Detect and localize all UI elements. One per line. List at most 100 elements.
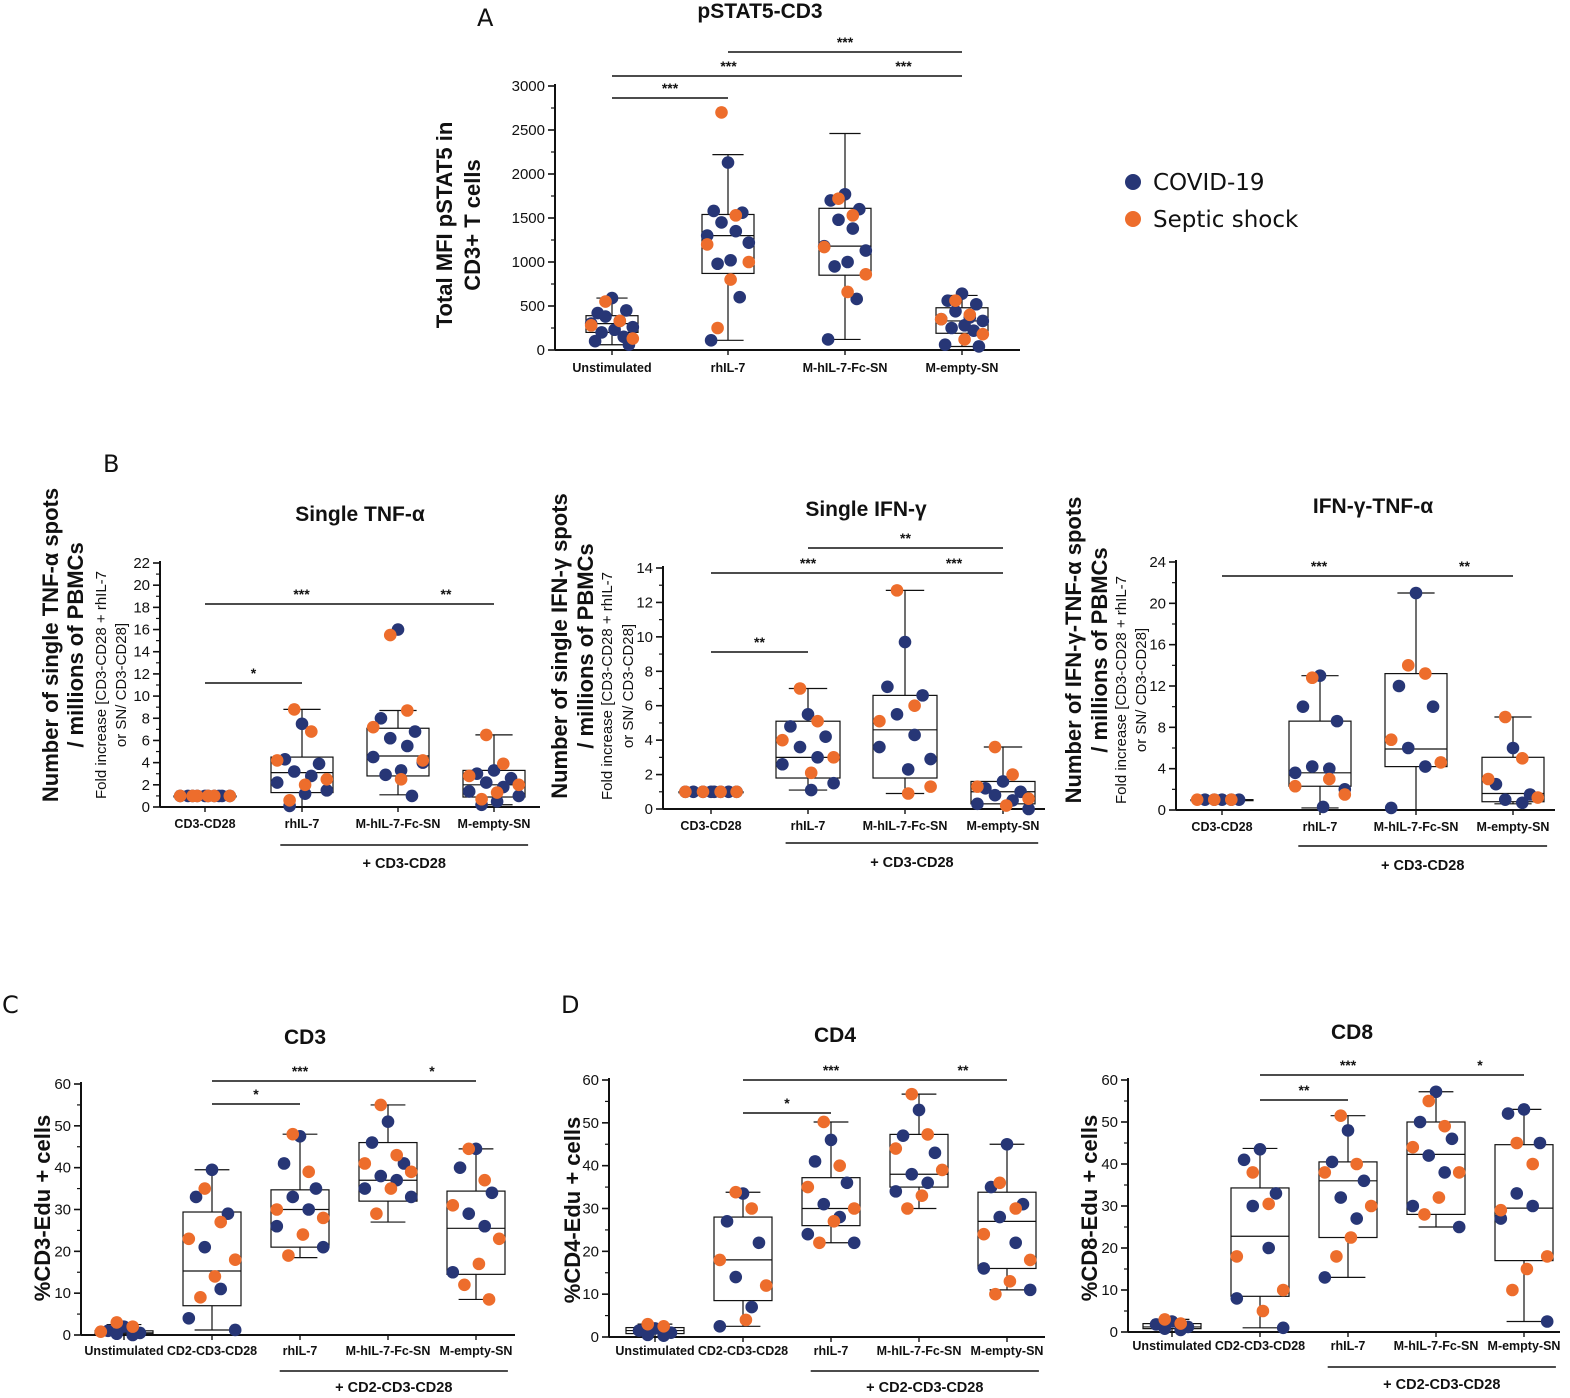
chart-c-covid-point (277, 1157, 291, 1170)
chart-c-covid-point (221, 1207, 235, 1220)
chart-b3-septic-point (1323, 772, 1336, 786)
box-iqr (1288, 720, 1352, 787)
chart-d1-septic-point (1009, 1202, 1022, 1215)
chart-a-covid-point (588, 334, 602, 348)
chart-b3-covid-point (1419, 760, 1432, 773)
chart-b3-ytick-label: 12 (1149, 678, 1166, 695)
chart-b1-ytick-label: 22 (133, 555, 150, 572)
chart-c-significance-label: * (429, 1063, 435, 1079)
chart-d2-septic-point (1262, 1197, 1275, 1211)
chart-d1-ytick-label: 50 (582, 1115, 599, 1132)
chart-d2-covid-point (1269, 1187, 1283, 1200)
chart-d1-covid-point (817, 1197, 831, 1211)
chart-b3-septic-point (1305, 671, 1319, 685)
chart-b1-septic-point (223, 789, 237, 803)
chart-b3-ylabel: / millions of PBMCs (1087, 547, 1112, 752)
chart-b1-covid-point (479, 776, 493, 789)
chart-a-covid-point (821, 333, 835, 346)
chart-b2-covid-point (873, 740, 886, 754)
chart-c-septic-point (282, 1249, 295, 1262)
chart-b1-covid-point (379, 768, 392, 782)
chart-c-septic-point (296, 1228, 310, 1241)
chart-b2-significance-label: ** (900, 530, 911, 546)
chart-b1-ylabel: Number of single TNF-α spots (38, 488, 63, 802)
chart-c-septic-point (214, 1215, 227, 1229)
chart-d2: CD8 0 10 20 30 40 50 60 %CD8-Edu + cells Unstimul… (1077, 1021, 1560, 1393)
chart-b1-septic-point (490, 786, 504, 799)
chart-d1-covid-point (641, 1328, 655, 1342)
chart-c-covid-point (110, 1327, 124, 1341)
chart-c-covid-point (198, 1240, 212, 1254)
chart-b2-ytick-label: 0 (645, 801, 653, 818)
chart-c-ytick-label: 60 (54, 1076, 71, 1093)
chart-b2-category-label: rhIL-7 (791, 819, 826, 833)
chart-b2-covid-point (901, 763, 915, 776)
chart-d1-covid-point (808, 1155, 822, 1168)
chart-a-box (818, 132, 872, 341)
chart-c-septic-point (478, 1173, 492, 1187)
chart-d1: CD4 0 10 20 30 40 50 60 %CD4-Edu + cells Unstimul… (560, 1024, 1045, 1396)
chart-c-group-label: + CD2-CD3-CD28 (335, 1380, 452, 1396)
chart-d2-covid-point (1276, 1321, 1290, 1335)
chart-b2-ytick-label: 4 (645, 732, 653, 749)
chart-d2-covid-point (1429, 1085, 1443, 1099)
chart-a-covid-point (846, 222, 860, 235)
chart-b3-septic-point (1384, 733, 1398, 747)
chart-d1-septic-point (901, 1202, 914, 1215)
chart-c-covid-point (374, 1169, 388, 1183)
chart-c-covid-point (365, 1136, 379, 1149)
chart-d2-covid-point (1445, 1132, 1459, 1146)
chart-d1-covid-point (928, 1146, 942, 1160)
chart-b1-septic-point (287, 703, 301, 716)
chart-d1-septic-point (713, 1253, 727, 1267)
chart-d2-septic-point (1452, 1166, 1466, 1179)
chart-a-covid-point (841, 255, 854, 269)
chart-d1-ytick-label: 10 (582, 1286, 599, 1303)
chart-a-septic-point (724, 273, 737, 286)
chart-d2-septic-point (1364, 1199, 1378, 1213)
chart-d2-septic-point (1330, 1250, 1343, 1263)
chart-d1-septic-point (759, 1279, 773, 1292)
chart-b2-covid-point (793, 740, 807, 754)
chart-d2-covid-point (1334, 1191, 1348, 1204)
chart-d1-septic-point (921, 1128, 934, 1141)
chart-d2-septic-point (1256, 1304, 1270, 1318)
chart-b1: Single TNF-α 0 2 4 6 8 10 12 14 16 18 20 22 Number of… (38, 488, 540, 872)
chart-b2-covid-point (908, 728, 921, 742)
chart-a-septic-point (846, 209, 860, 222)
chart-c-septic-point (110, 1316, 124, 1329)
chart-d1-title: CD4 (814, 1024, 856, 1047)
box-iqr (1494, 1144, 1554, 1262)
chart-d1-septic-point (641, 1317, 655, 1331)
chart-d2-covid-point (1413, 1115, 1427, 1129)
chart-d1-covid-point (889, 1185, 903, 1198)
chart-d1-covid-point (840, 1176, 854, 1190)
chart-b2-septic-point (714, 785, 727, 799)
chart-b1-septic-point (201, 789, 215, 803)
chart-b3-significance-label: *** (1311, 558, 1328, 574)
chart-b2-septic-point (908, 699, 921, 713)
chart-d1-septic-point (657, 1319, 670, 1333)
chart-a-ytick-label: 2000 (512, 166, 545, 183)
chart-b1-covid-point (270, 776, 284, 789)
chart-d2-septic-point (1318, 1166, 1332, 1179)
chart-c-septic-point (182, 1232, 196, 1246)
box-iqr (1384, 672, 1448, 768)
chart-c-septic-point (374, 1098, 388, 1112)
chart-b2-box (872, 589, 938, 795)
chart-d1-septic-point (813, 1236, 826, 1250)
chart-a-septic-point (729, 209, 743, 222)
chart-c-septic-point (302, 1165, 316, 1179)
chart-a-septic-point (958, 333, 971, 346)
chart-d2-septic-point (1422, 1094, 1436, 1108)
chart-b2-significance-label: *** (946, 555, 963, 571)
chart-b2-ylabel: / millions of PBMCs (573, 543, 598, 748)
chart-c-septic-point (286, 1127, 300, 1141)
chart-d1-septic-point (729, 1185, 743, 1199)
chart-d2-septic-point (1520, 1262, 1534, 1276)
chart-b1-septic-point (173, 789, 187, 803)
chart-a-septic-point (934, 312, 948, 326)
chart-b2-septic-point (999, 799, 1013, 812)
chart-d2-ytick-label: 20 (1101, 1240, 1118, 1257)
chart-c-ytick-label: 50 (54, 1118, 71, 1135)
